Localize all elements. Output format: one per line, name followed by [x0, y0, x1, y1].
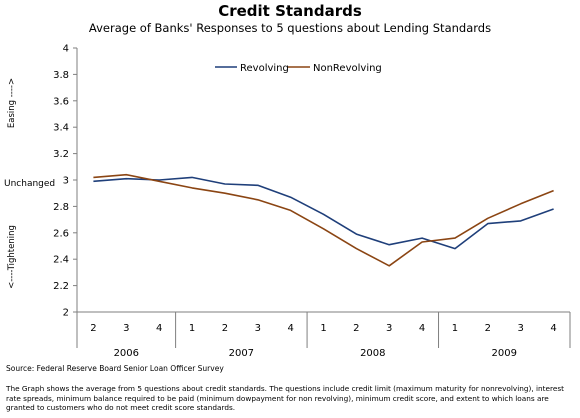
x-tick-label: 4 [156, 323, 162, 334]
y-tick-label: 3.4 [53, 123, 69, 134]
credit-standards-chart: Credit Standards Average of Banks' Respo… [4, 2, 571, 359]
x-tick-label: 2 [222, 323, 228, 334]
unchanged-label: Unchanged [4, 179, 55, 189]
x-tick-label: 3 [386, 323, 392, 334]
x-year-label: 2006 [114, 348, 139, 359]
y-tick-label: 3.2 [53, 149, 69, 160]
x-tick-label: 3 [123, 323, 129, 334]
y-tick-label: 2.2 [53, 281, 69, 292]
x-tick-label: 1 [320, 323, 326, 334]
x-tick-label: 1 [452, 323, 458, 334]
legend-label-revolving: Revolving [240, 63, 289, 74]
series-line-nonrevolving [93, 173, 554, 267]
x-tick-label: 2 [353, 323, 359, 334]
x-tick-label: 1 [189, 323, 195, 334]
y-tick-label: 4 [63, 44, 69, 55]
x-tick-label: 3 [518, 323, 524, 334]
chart-title: Credit Standards [218, 2, 362, 20]
x-year-label: 2008 [360, 348, 385, 359]
y-tick-label: 3.6 [53, 96, 69, 107]
series-line-revolving [93, 176, 554, 250]
x-tick-label: 4 [419, 323, 425, 334]
x-axis: 2 3 4 1 2 3 4 1 2 3 4 1 2 3 4 2006 2007 2008 2009 [76, 311, 571, 359]
x-year-label: 2007 [229, 348, 254, 359]
x-tick-label: 2 [485, 323, 491, 334]
series-lines [93, 173, 554, 267]
x-tick-label: 2 [90, 323, 96, 334]
source-text: Source: Federal Reserve Board Senior Loa… [6, 364, 224, 373]
legend: Revolving NonRevolving [215, 63, 382, 74]
easing-label: Easing ----> [7, 78, 17, 128]
legend-label-nonrevolving: NonRevolving [313, 63, 382, 74]
y-tick-label: 3 [63, 176, 69, 187]
y-tick-label: 2.8 [53, 202, 69, 213]
y-axis: 2 2.2 2.4 2.6 2.8 3 3.2 3.4 3.6 3.8 4 [53, 44, 78, 319]
description-note: The Graph shows the average from 5 quest… [6, 384, 564, 412]
y-tick-label: 3.8 [53, 70, 69, 81]
y-tick-label: 2.6 [53, 228, 69, 239]
y-tick-label: 2 [63, 308, 69, 319]
chart-subtitle: Average of Banks' Responses to 5 questio… [89, 21, 491, 35]
x-tick-label: 3 [255, 323, 261, 334]
x-year-label: 2009 [492, 348, 517, 359]
x-tick-label: 4 [287, 323, 293, 334]
y-tick-label: 2.4 [53, 255, 69, 266]
tightening-label: <----Tightening [7, 225, 17, 289]
x-tick-label: 4 [550, 323, 556, 334]
